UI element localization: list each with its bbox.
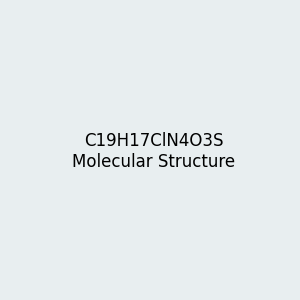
Text: C19H17ClN4O3S
Molecular Structure: C19H17ClN4O3S Molecular Structure [72, 132, 235, 171]
